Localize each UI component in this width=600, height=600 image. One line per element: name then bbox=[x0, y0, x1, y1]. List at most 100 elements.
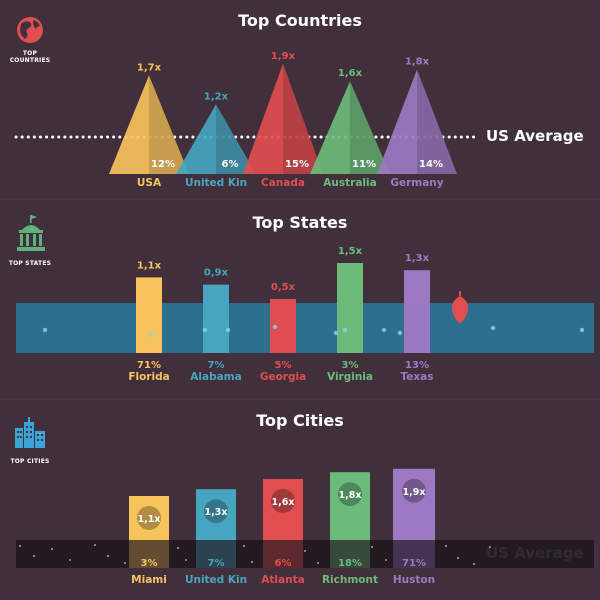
state-name-label: Texas bbox=[401, 371, 434, 383]
country-triangle bbox=[109, 75, 149, 174]
state-bar bbox=[337, 263, 363, 353]
band-sparkle bbox=[107, 555, 109, 557]
country-percent-label: 12% bbox=[151, 159, 175, 170]
city-bar-in-band bbox=[263, 540, 303, 568]
band-dot bbox=[272, 324, 278, 330]
city-multiplier-label: 1,6x bbox=[272, 497, 295, 508]
band-dot bbox=[42, 327, 48, 333]
globe-icon bbox=[17, 17, 43, 43]
city-badge bbox=[402, 478, 426, 503]
country-percent-label: 14% bbox=[419, 159, 443, 170]
country-triangle-shade bbox=[216, 104, 256, 174]
city-name-label: Miami bbox=[131, 574, 167, 586]
band-dot bbox=[397, 330, 403, 336]
state-percent-label: 7% bbox=[208, 360, 225, 371]
state-bar-in-band bbox=[404, 303, 430, 353]
us-average-band bbox=[16, 303, 594, 353]
state-multiplier-label: 1,5x bbox=[338, 246, 363, 257]
state-name-label: Georgia bbox=[260, 371, 306, 383]
city-bar-in-band bbox=[393, 540, 435, 568]
band-sparkle bbox=[19, 545, 21, 547]
country-multiplier-label: 1,8x bbox=[405, 57, 430, 68]
band-sparkle bbox=[177, 547, 179, 549]
band-sparkle bbox=[457, 557, 459, 559]
country-name-label: Germany bbox=[390, 177, 443, 189]
country-name-label: Canada bbox=[261, 177, 305, 189]
band-dot bbox=[333, 330, 339, 336]
city-name-label: Richmont bbox=[322, 574, 378, 586]
city-name-label: Huston bbox=[393, 574, 435, 586]
band-dot bbox=[579, 327, 585, 333]
band-sparkle bbox=[473, 563, 475, 565]
city-bar-in-band bbox=[129, 540, 169, 568]
country-percent-label: 15% bbox=[285, 159, 309, 170]
state-bar-in-band bbox=[337, 303, 363, 353]
cities-icon-label: TOP CITIES bbox=[10, 458, 50, 465]
band-sparkle bbox=[243, 545, 245, 547]
band-sparkle bbox=[371, 546, 373, 548]
country-percent-label: 6% bbox=[222, 159, 239, 170]
city-multiplier-label: 1,9x bbox=[403, 487, 426, 498]
country-triangle-shade bbox=[417, 69, 457, 174]
city-percent-label: 6% bbox=[275, 558, 292, 569]
city-multiplier-label: 1,1x bbox=[138, 514, 161, 525]
city-name-label: United Kin bbox=[185, 574, 247, 586]
band-dot bbox=[202, 327, 208, 333]
state-bar-in-band bbox=[203, 303, 229, 353]
city-badge bbox=[271, 489, 295, 513]
band-dot bbox=[381, 327, 387, 333]
city-badge bbox=[137, 506, 161, 530]
state-multiplier-label: 0,9x bbox=[204, 268, 229, 279]
band-sparkle bbox=[445, 545, 447, 547]
state-percent-label: 5% bbox=[275, 360, 292, 371]
balloon-icon bbox=[452, 296, 468, 324]
state-bar bbox=[404, 270, 430, 353]
cities-title: Top Cities bbox=[256, 411, 344, 430]
country-name-label: United Kin bbox=[185, 177, 247, 189]
band-sparkle bbox=[317, 562, 319, 564]
city-percent-label: 71% bbox=[402, 558, 426, 569]
country-triangle-shade bbox=[149, 75, 189, 174]
band-sparkle bbox=[385, 559, 387, 561]
band-sparkle bbox=[33, 555, 35, 557]
state-percent-label: 71% bbox=[137, 360, 161, 371]
capitol-icon bbox=[17, 215, 45, 251]
band-dot bbox=[490, 325, 496, 331]
band-sparkle bbox=[94, 544, 96, 546]
country-multiplier-label: 1,6x bbox=[338, 68, 363, 79]
city-name-label: Atlanta bbox=[261, 574, 304, 586]
states-icon-label: TOP STATES bbox=[8, 260, 52, 267]
countries-title: Top Countries bbox=[238, 11, 362, 30]
state-multiplier-label: 1,1x bbox=[137, 260, 162, 271]
country-name-label: USA bbox=[137, 177, 162, 189]
countries-icon-label: TOP COUNTRIES bbox=[9, 50, 51, 64]
state-bar-in-band bbox=[136, 303, 162, 353]
city-percent-label: 7% bbox=[208, 558, 225, 569]
band-sparkle bbox=[185, 559, 187, 561]
country-triangle bbox=[310, 81, 350, 174]
city-multiplier-label: 1,3x bbox=[205, 507, 228, 518]
band-dot bbox=[148, 332, 154, 338]
country-triangle-shade bbox=[283, 63, 323, 174]
city-badge bbox=[204, 499, 228, 524]
state-name-label: Alabama bbox=[190, 371, 241, 383]
state-name-label: Florida bbox=[128, 371, 169, 383]
band-sparkle bbox=[51, 548, 53, 550]
state-percent-label: 13% bbox=[405, 360, 429, 371]
country-name-label: Australia bbox=[323, 177, 376, 189]
band-sparkle bbox=[124, 562, 126, 564]
city-bar-in-band bbox=[330, 540, 370, 568]
countries-us-average-label: US Average bbox=[486, 127, 584, 145]
states-title: Top States bbox=[252, 213, 348, 232]
band-sparkle bbox=[489, 546, 491, 548]
city-badge bbox=[338, 482, 362, 507]
balloon-string bbox=[459, 291, 461, 296]
band-sparkle bbox=[304, 550, 306, 552]
country-multiplier-label: 1,9x bbox=[271, 51, 296, 62]
country-triangle-shade bbox=[350, 81, 390, 174]
country-triangle bbox=[176, 104, 216, 174]
band-sparkle bbox=[251, 561, 253, 563]
band-dot bbox=[225, 327, 231, 333]
state-multiplier-label: 1,3x bbox=[405, 253, 430, 264]
